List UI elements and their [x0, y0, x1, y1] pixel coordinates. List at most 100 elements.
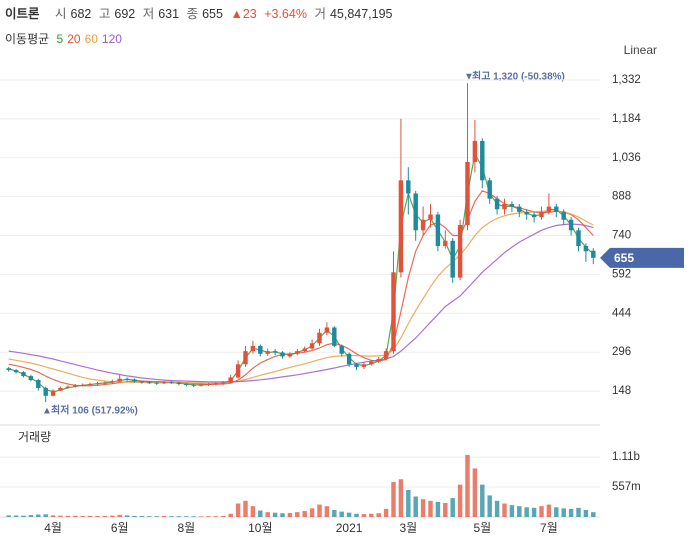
- high-annotation: 최고 1,320 (-50.38%): [472, 70, 565, 83]
- close-label: 종: [186, 7, 199, 21]
- candle-body: [531, 214, 537, 218]
- low-marker: ▲: [42, 406, 52, 417]
- candle-body: [80, 384, 85, 386]
- candle-body: [517, 206, 522, 212]
- candle-body: [169, 382, 174, 384]
- volume-bar: [21, 515, 26, 517]
- y-tick-label: 888: [612, 191, 631, 203]
- candle-body: [58, 387, 63, 391]
- volume-bar: [317, 504, 322, 517]
- header: 이트론 시 682 고 692 저 631 종 655 ▲23 +3.64% 거 45,8…: [5, 3, 397, 22]
- volume-bar: [465, 454, 470, 517]
- legend-entry: 120: [101, 32, 122, 46]
- candle-body: [413, 193, 418, 231]
- change-value: 23: [242, 7, 257, 21]
- candle-body: [346, 353, 352, 365]
- volume-bar: [169, 516, 174, 517]
- volume-value: 45,847,195: [329, 7, 393, 21]
- volume-bar: [354, 513, 359, 517]
- volume-bar: [576, 507, 581, 517]
- candle-body: [472, 140, 478, 162]
- volume-bar: [457, 484, 463, 517]
- volume-bar: [36, 514, 41, 517]
- price-tag-label: 655: [614, 251, 634, 265]
- candle-body: [87, 383, 93, 385]
- candle-body: [176, 382, 182, 384]
- candle-body: [568, 219, 574, 231]
- candle-body: [102, 382, 108, 384]
- candle-body: [265, 351, 270, 354]
- volume-bar: [435, 501, 441, 517]
- volume-bar: [176, 516, 182, 517]
- x-tick-label: 8월: [177, 521, 195, 535]
- volume-bar: [494, 500, 500, 517]
- volume-bar: [443, 502, 448, 517]
- candle-body: [554, 206, 559, 212]
- volume-bar: [258, 510, 263, 517]
- volume-bar: [561, 508, 566, 517]
- volume-bar: [124, 515, 130, 517]
- volume-bar: [509, 505, 515, 517]
- candle-body: [494, 198, 500, 210]
- volume-bar: [73, 515, 78, 517]
- x-tick-label: 10월: [248, 521, 272, 535]
- volume-bar: [487, 495, 492, 517]
- volume-bar: [265, 512, 270, 517]
- candle-body: [398, 180, 404, 273]
- candle-body: [546, 206, 552, 212]
- candle-body: [272, 351, 278, 353]
- volume-bar: [295, 512, 300, 517]
- candle-body: [561, 211, 566, 220]
- candle-body: [191, 384, 196, 386]
- volume-bar: [102, 515, 108, 517]
- volume-bar: [280, 513, 285, 517]
- candle-body: [206, 383, 211, 385]
- candle-body: [43, 387, 48, 396]
- volume-bar: [161, 516, 167, 517]
- volume-bar: [517, 506, 522, 517]
- x-tick-label: 5월: [473, 521, 491, 535]
- volume-bar: [420, 499, 426, 517]
- candle-body: [65, 386, 71, 388]
- candle-body: [539, 211, 544, 218]
- candle-body: [21, 372, 26, 377]
- candle-body: [243, 351, 248, 365]
- scale-button[interactable]: Linear: [624, 43, 657, 57]
- volume-bar: [65, 515, 71, 517]
- candle-body: [420, 219, 426, 231]
- candle-body: [147, 382, 152, 384]
- candle-body: [13, 370, 19, 373]
- y-tick-label: 296: [612, 346, 631, 358]
- candle-body: [161, 382, 167, 384]
- change-arrow: ▲: [230, 7, 243, 21]
- volume-bar: [206, 516, 211, 517]
- volume-bar: [339, 511, 344, 517]
- volume-bar: [428, 500, 433, 517]
- candle-body: [361, 364, 367, 367]
- candle-body: [354, 364, 359, 367]
- volume-bar: [6, 515, 11, 517]
- volume-bar: [147, 516, 152, 517]
- volume-bar: [28, 515, 34, 517]
- candle-body: [95, 383, 100, 385]
- volume-bar: [361, 514, 367, 517]
- volume-bar: [480, 484, 485, 517]
- volume-bar: [221, 516, 226, 517]
- candle-body: [50, 390, 56, 396]
- volume-bar: [398, 479, 404, 517]
- volume-bar: [346, 512, 352, 517]
- stock-name: 이트론: [5, 7, 40, 21]
- candle-body: [228, 377, 233, 383]
- volume-bar: [58, 515, 63, 517]
- candle-body: [376, 359, 381, 362]
- low-annotation: 최저 106 (517.92%): [51, 404, 138, 417]
- volume-bar: [376, 513, 381, 517]
- ma-line: [8, 152, 594, 393]
- low-label: 저: [142, 7, 155, 21]
- candle-body: [154, 382, 159, 384]
- volume-bar: [13, 515, 19, 517]
- volume-tick-label: 1.11b: [612, 451, 640, 463]
- volume-bar: [583, 509, 589, 517]
